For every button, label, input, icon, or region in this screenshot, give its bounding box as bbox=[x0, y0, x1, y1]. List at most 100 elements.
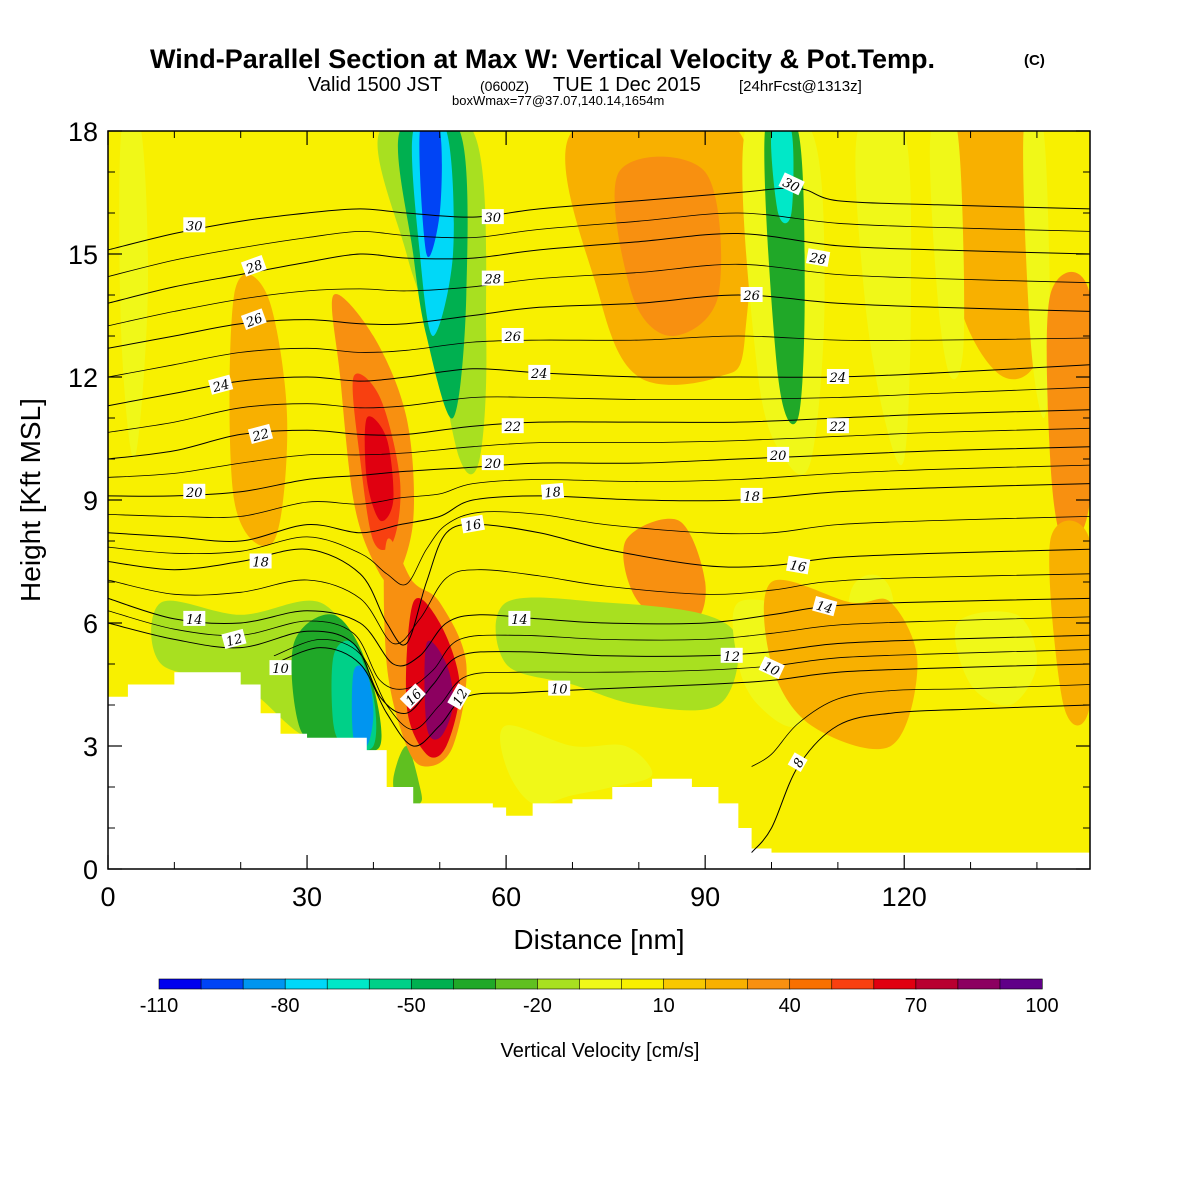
forecast-info: [24hrFcst@1313z] bbox=[739, 78, 862, 95]
contour-label-text: 12 bbox=[450, 687, 471, 709]
theta-contour-28 bbox=[108, 232, 1090, 304]
x-tick-label: 0 bbox=[100, 882, 115, 912]
contour-label-box bbox=[481, 270, 504, 286]
contour-label: 14 bbox=[508, 610, 531, 628]
contour-labels: 30 30 30 28 28 28 26 26 26 24 24 24 22 22 22 20 20 20 18 18… bbox=[183, 172, 849, 772]
contour-label-text: 14 bbox=[814, 599, 834, 618]
contour-label: 26 bbox=[501, 328, 524, 345]
contour-label-box bbox=[805, 248, 831, 267]
colorbar-swatch bbox=[873, 978, 917, 990]
colorbar-swatch bbox=[453, 978, 496, 990]
velocity-region bbox=[306, 131, 341, 500]
contour-label-text: 22 bbox=[250, 426, 271, 445]
contour-label: 28 bbox=[240, 255, 267, 278]
contour-label-text: 20 bbox=[769, 449, 787, 464]
contour-label-box bbox=[528, 364, 551, 380]
velocity-region bbox=[495, 597, 739, 711]
contour-label: 18 bbox=[540, 482, 565, 501]
contour-label-box bbox=[221, 628, 247, 650]
contour-label: 20 bbox=[767, 446, 790, 464]
theta-contour-minor bbox=[273, 638, 1090, 731]
colorbar-swatch bbox=[326, 978, 370, 990]
velocity-region bbox=[855, 131, 912, 466]
contour-label-box bbox=[183, 217, 206, 233]
contour-label-text: 18 bbox=[544, 485, 562, 501]
contour-label-box bbox=[269, 660, 292, 676]
theta-contour-10 bbox=[273, 647, 1090, 747]
valid-time-utc: (0600Z) bbox=[480, 78, 529, 94]
colorbar-swatch bbox=[705, 978, 749, 990]
contour-label: 12 bbox=[447, 683, 472, 710]
theta-contour-minor bbox=[108, 610, 1090, 690]
colorbar-swatch bbox=[284, 978, 328, 990]
contour-label-box bbox=[740, 487, 763, 503]
colorbar-swatch bbox=[368, 978, 412, 990]
contour-label: 26 bbox=[240, 308, 267, 331]
velocity-region bbox=[771, 131, 794, 224]
velocity-region bbox=[1049, 520, 1090, 726]
contour-label: 12 bbox=[221, 628, 247, 650]
colorbar-title: Vertical Velocity [cm/s] bbox=[501, 1040, 700, 1062]
contour-label-box bbox=[787, 752, 808, 772]
contour-label: 30 bbox=[183, 217, 206, 234]
colorbar-swatch bbox=[495, 978, 539, 990]
contour-label: 10 bbox=[548, 680, 571, 698]
contour-label-text: 20 bbox=[484, 457, 502, 472]
contour-label: 8 bbox=[787, 752, 808, 772]
x-tick-label: 120 bbox=[882, 882, 927, 912]
contour-label: 24 bbox=[528, 364, 551, 382]
contour-label-text: 18 bbox=[743, 490, 760, 505]
contour-label-box bbox=[460, 514, 485, 534]
colorbar-swatch bbox=[242, 978, 286, 990]
contour-label-box bbox=[501, 418, 524, 434]
theta-contour-minor bbox=[108, 511, 1090, 586]
theta-contour-18 bbox=[108, 483, 1090, 542]
colorbar-swatch bbox=[789, 978, 833, 990]
colorbar-tick-label: -50 bbox=[397, 995, 426, 1017]
contour-label-text: 28 bbox=[807, 251, 827, 269]
contour-label-text: 28 bbox=[243, 258, 265, 278]
contour-label-text: 30 bbox=[780, 175, 801, 196]
y-tick-label: 9 bbox=[83, 486, 98, 516]
velocity-region bbox=[119, 131, 149, 460]
x-tick-label: 30 bbox=[292, 882, 322, 912]
contour-label-text: 10 bbox=[760, 659, 781, 680]
contour-label-box bbox=[767, 446, 790, 462]
contour-label-box bbox=[758, 656, 785, 680]
colorbar-swatch bbox=[158, 978, 202, 990]
contour-label: 18 bbox=[740, 487, 763, 505]
contour-label: 14 bbox=[812, 596, 838, 618]
contour-label-box bbox=[247, 423, 274, 445]
theta-contour-12 bbox=[108, 622, 1090, 715]
contour-label-box bbox=[548, 680, 571, 696]
contour-label-text: 28 bbox=[484, 273, 502, 288]
valid-time-date: TUE 1 Dec 2015 bbox=[553, 74, 701, 96]
contour-label: 10 bbox=[758, 656, 785, 680]
colorbar-swatch bbox=[915, 978, 959, 990]
velocity-region bbox=[954, 611, 1038, 706]
copyright-mark: (C) bbox=[1024, 52, 1045, 69]
contour-label: 18 bbox=[249, 553, 272, 571]
velocity-region bbox=[1046, 271, 1090, 544]
y-tick-label: 0 bbox=[83, 855, 98, 885]
contour-label-text: 26 bbox=[243, 311, 265, 331]
colorbar-swatch bbox=[579, 978, 623, 990]
contour-label-text: 26 bbox=[742, 289, 760, 304]
y-tick-label: 3 bbox=[83, 732, 98, 762]
potential-temperature-contours bbox=[108, 187, 1090, 853]
contour-label-text: 24 bbox=[530, 367, 548, 382]
contour-label-text: 18 bbox=[252, 556, 269, 571]
contour-label: 28 bbox=[805, 248, 831, 269]
contour-label-box bbox=[208, 374, 234, 395]
colorbar-swatch bbox=[747, 978, 791, 990]
colorbar: -110 -80 -50 -20 10 40 70 100 bbox=[140, 978, 1059, 1017]
contour-label-box bbox=[812, 596, 838, 617]
theta-contour-minor bbox=[108, 212, 1090, 277]
contour-label-text: 12 bbox=[225, 631, 245, 650]
velocity-region bbox=[500, 725, 653, 805]
contour-label-text: 14 bbox=[186, 613, 203, 628]
contour-label-box bbox=[540, 482, 565, 500]
x-axis-title: Distance [nm] bbox=[513, 924, 684, 955]
contour-label: 22 bbox=[501, 418, 524, 435]
